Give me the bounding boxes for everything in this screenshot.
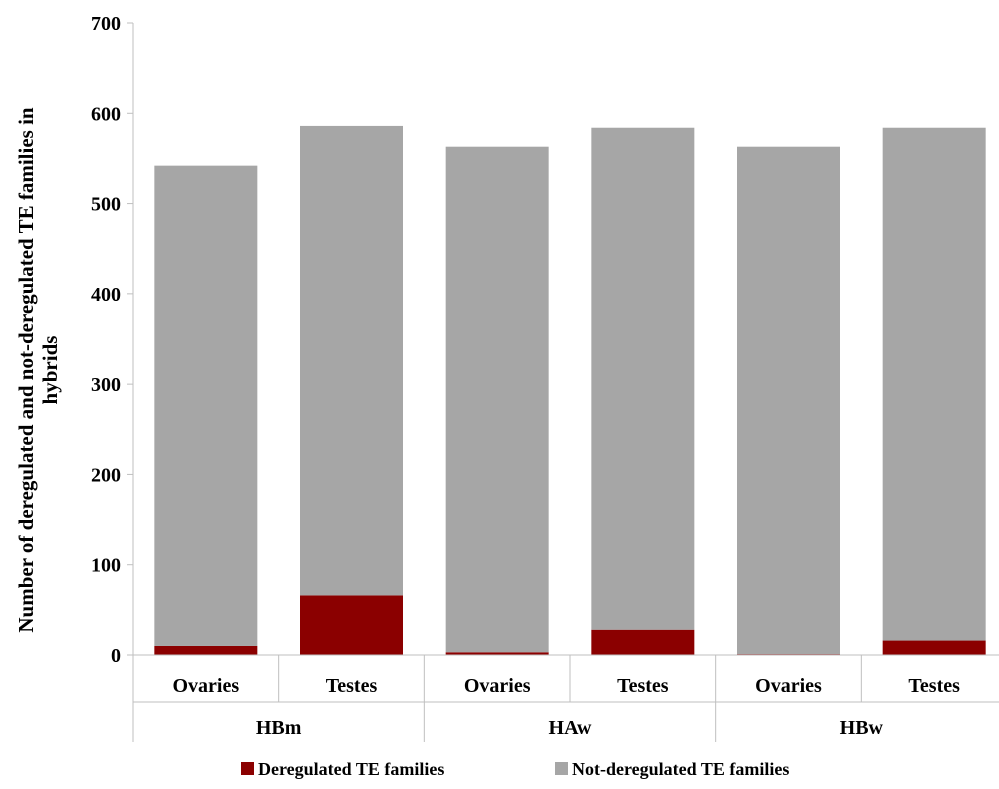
legend-swatch-not-deregulated: [555, 762, 568, 775]
y-tick-label: 200: [91, 464, 121, 486]
deregulated-bar: [154, 645, 258, 655]
legend-label-deregulated: Deregulated TE families: [258, 759, 444, 779]
y-tick-label: 400: [91, 284, 121, 306]
x-axis-labels: Ovaries Testes Ovaries Testes Ovaries Testes H…: [173, 675, 961, 739]
y-tick-label: 300: [91, 374, 121, 396]
category-label: Ovaries: [755, 675, 822, 697]
y-axis-label-line-1: Number of deregulated and not-deregulate…: [14, 107, 38, 633]
y-tick-label: 0: [111, 645, 121, 667]
deregulated-bar: [445, 652, 549, 655]
legend-label-not-deregulated: Not-deregulated TE families: [572, 759, 789, 779]
legend: Deregulated TE families Not-deregulated T…: [241, 759, 789, 779]
not-deregulated-bar: [154, 165, 258, 646]
not-deregulated-bar: [591, 127, 695, 630]
bars: [154, 125, 986, 655]
not-deregulated-bar: [445, 146, 549, 653]
category-label: Ovaries: [464, 675, 531, 697]
legend-swatch-deregulated: [241, 762, 254, 775]
not-deregulated-bar: [737, 146, 840, 655]
deregulated-bar: [300, 595, 403, 655]
group-label: HBw: [840, 717, 884, 739]
group-label: HAw: [549, 717, 593, 739]
deregulated-bar: [591, 629, 695, 655]
y-tick-label: 500: [91, 194, 121, 216]
not-deregulated-bar: [882, 127, 986, 641]
y-axis-label: Number of deregulated and not-deregulate…: [14, 107, 62, 633]
y-axis-label-line-2: hybrids: [38, 336, 62, 405]
y-tick-label: 600: [91, 103, 121, 125]
y-tick-label: 700: [91, 13, 121, 35]
category-label: Ovaries: [173, 675, 240, 697]
axes: [132, 23, 999, 742]
category-label: Testes: [908, 675, 960, 697]
y-axis-ticks: 0 100 200 300 400 500 600 700: [91, 13, 133, 667]
deregulated-bar: [882, 640, 986, 655]
category-label: Testes: [326, 675, 378, 697]
category-label: Testes: [617, 675, 669, 697]
not-deregulated-bar: [300, 125, 403, 596]
group-label: HBm: [256, 717, 302, 739]
y-tick-label: 100: [91, 555, 121, 577]
